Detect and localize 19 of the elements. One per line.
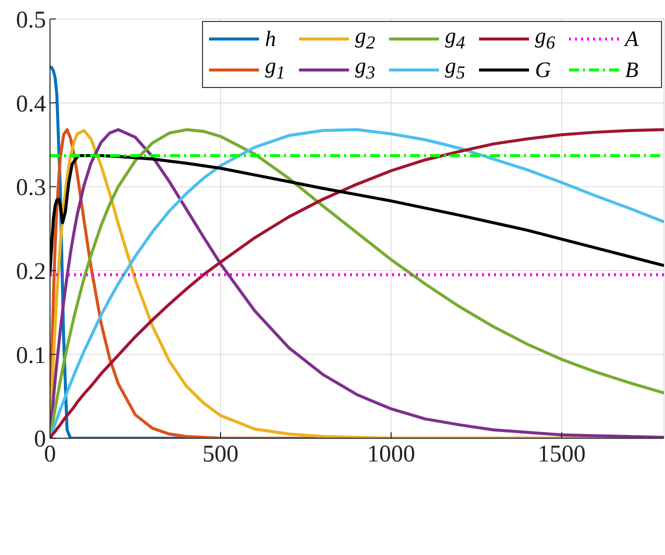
legend-label: B bbox=[625, 56, 640, 82]
x-tick-label: 1500 bbox=[538, 441, 586, 468]
x-tick-label: 500 bbox=[202, 441, 239, 468]
legend-label: g$_{2}$ bbox=[355, 23, 376, 54]
legend-label: G bbox=[535, 56, 552, 82]
legend-label: g$_{4}$ bbox=[445, 23, 466, 54]
y-tick-label: 0.2 bbox=[16, 259, 46, 286]
legend-label: g$_{1}$ bbox=[265, 53, 286, 85]
legend-label: g$_{6}$ bbox=[535, 23, 556, 54]
y-tick-label: 0.1 bbox=[16, 342, 46, 369]
legend-label: h bbox=[265, 26, 277, 52]
y-tick-label: 0.5 bbox=[16, 8, 46, 34]
legend-label: A bbox=[625, 26, 640, 52]
legend-label: g$_{5}$ bbox=[445, 53, 466, 85]
y-tick-label: 0.4 bbox=[16, 91, 46, 118]
x-tick-label: 1000 bbox=[367, 441, 416, 468]
legend-label: g$_{3}$ bbox=[355, 53, 376, 85]
y-tick-label: 0.3 bbox=[16, 175, 46, 202]
line-series bbox=[50, 154, 664, 275]
